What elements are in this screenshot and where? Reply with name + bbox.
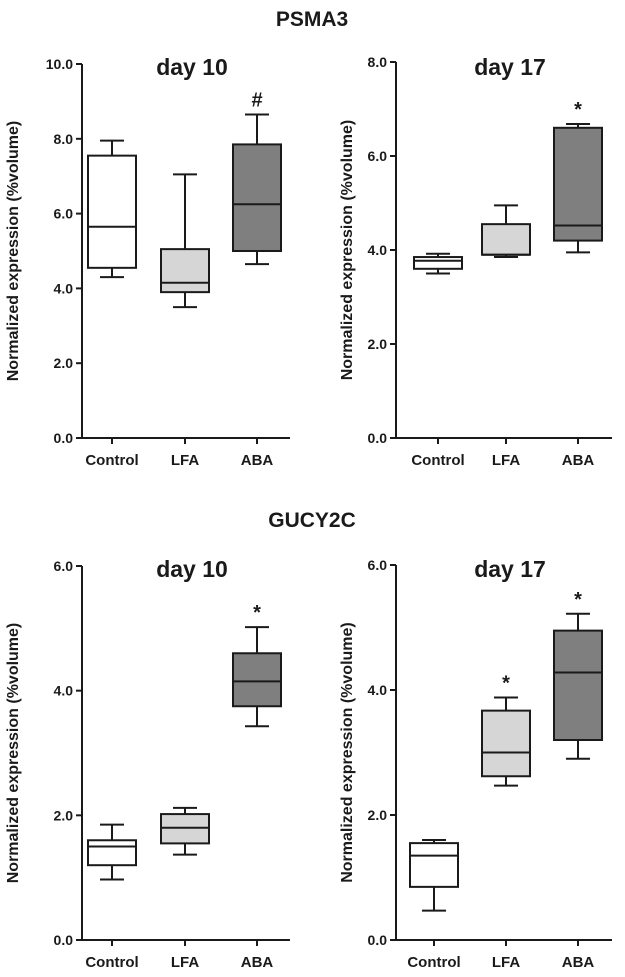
- y-tick-label: 0.0: [54, 932, 74, 948]
- box-iqr: [553, 629, 603, 741]
- y-tick-label: 4.0: [54, 683, 74, 699]
- significance-marker: *: [253, 602, 261, 624]
- box-iqr: [481, 223, 531, 256]
- box-lfa: [160, 173, 210, 309]
- y-axis-label: Normalized expression (%volume): [5, 121, 22, 382]
- panel-4: 0.0 2.0 4.0 6.0 Normalized expression (%volu…: [339, 556, 612, 971]
- x-tick-label-control: Control: [85, 452, 138, 469]
- y-tick-label: 2.0: [368, 807, 388, 823]
- y-tick-label: 6.0: [54, 558, 74, 574]
- box-iqr: [160, 248, 210, 294]
- box-control: [409, 839, 459, 912]
- box-aba: #: [232, 89, 282, 266]
- y-tick-label: 4.0: [54, 280, 74, 296]
- box-iqr: [413, 256, 463, 270]
- y-tick-label: 2.0: [54, 807, 74, 823]
- section-title-psma3: PSMA3: [276, 8, 348, 31]
- significance-marker: *: [574, 99, 582, 121]
- y-tick-label: 6.0: [368, 557, 388, 573]
- box-aba: *: [232, 602, 282, 728]
- panel-title: day 10: [156, 556, 228, 582]
- x-tick-label-aba: ABA: [562, 954, 595, 971]
- y-tick-label: 2.0: [368, 336, 388, 352]
- box-aba: *: [553, 99, 603, 254]
- box-control: [87, 139, 137, 279]
- y-axis-label: Normalized expression (%volume): [339, 622, 356, 883]
- y-tick-label: 8.0: [54, 131, 74, 147]
- box-iqr: [481, 709, 531, 778]
- x-tick-label-control: Control: [407, 954, 460, 971]
- y-tick-label: 0.0: [368, 430, 388, 446]
- box-lfa: [160, 806, 210, 856]
- x-tick-label-control: Control: [411, 452, 464, 469]
- x-tick-label-aba: ABA: [241, 954, 274, 971]
- y-tick-label: 4.0: [368, 242, 388, 258]
- significance-marker: *: [574, 589, 582, 611]
- y-tick-label: 0.0: [368, 932, 388, 948]
- box-control: [87, 823, 137, 881]
- box-iqr: [87, 154, 137, 269]
- y-tick-label: 8.0: [368, 54, 388, 70]
- y-axis-label: Normalized expression (%volume): [5, 623, 22, 884]
- box-lfa: [481, 204, 531, 259]
- panel-title: day 17: [474, 54, 546, 80]
- box-iqr: [409, 842, 459, 888]
- y-tick-label: 6.0: [54, 206, 74, 222]
- x-tick-label-lfa: LFA: [171, 954, 199, 971]
- box-lfa: *: [481, 673, 531, 787]
- box-iqr: [232, 652, 282, 708]
- panel-title: day 17: [474, 556, 546, 582]
- box-iqr: [232, 143, 282, 252]
- x-tick-label-lfa: LFA: [492, 452, 520, 469]
- significance-marker: *: [502, 673, 510, 695]
- box-control: [413, 252, 463, 275]
- section-title-gucy2c: GUCY2C: [268, 509, 356, 532]
- x-tick-label-control: Control: [85, 954, 138, 971]
- panel-2: 0.0 2.0 4.0 6.0 8.0 Normalized expression (%v…: [339, 54, 612, 469]
- panel-title: day 10: [156, 54, 228, 80]
- panel-3: 0.0 2.0 4.0 6.0 Normalized expression (%volu…: [5, 556, 290, 971]
- box-iqr: [87, 839, 137, 867]
- y-tick-label: 10.0: [46, 56, 73, 72]
- x-tick-label-aba: ABA: [562, 452, 595, 469]
- x-tick-label-lfa: LFA: [492, 954, 520, 971]
- panel-1: 0.0 2.0 4.0 6.0 8.0 10.0 Normalized expression…: [5, 54, 290, 469]
- box-iqr: [553, 126, 603, 242]
- y-tick-label: 6.0: [368, 148, 388, 164]
- y-tick-label: 0.0: [54, 430, 74, 446]
- box-aba: *: [553, 589, 603, 760]
- significance-marker: #: [251, 89, 262, 111]
- x-tick-label-lfa: LFA: [171, 452, 199, 469]
- y-tick-label: 4.0: [368, 682, 388, 698]
- y-axis-label: Normalized expression (%volume): [339, 120, 356, 381]
- x-tick-label-aba: ABA: [241, 452, 274, 469]
- y-tick-label: 2.0: [54, 355, 74, 371]
